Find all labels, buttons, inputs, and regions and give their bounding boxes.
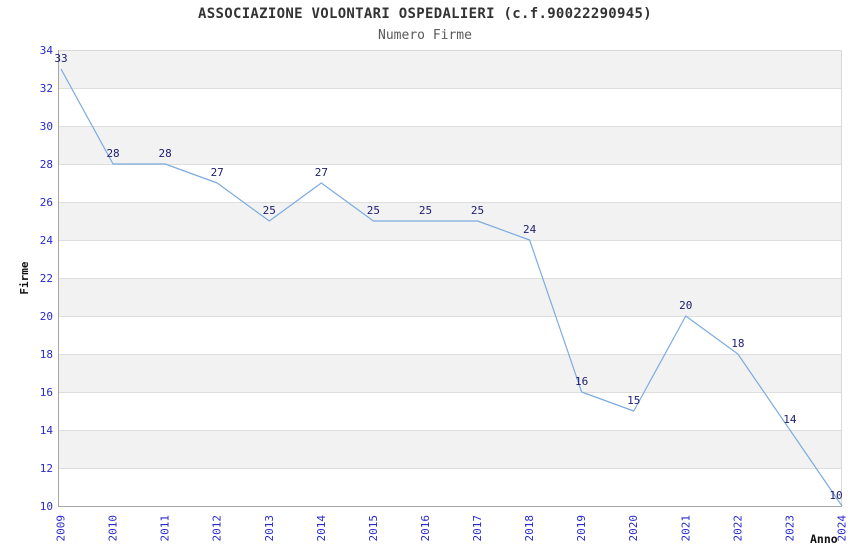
x-tick-label: 2018 [523, 515, 536, 542]
value-label: 16 [575, 375, 588, 388]
x-tick-label: 2009 [55, 515, 68, 542]
y-tick-label: 18 [40, 348, 53, 361]
data-line [60, 68, 843, 507]
value-label: 24 [523, 223, 537, 236]
x-tick-label: 2019 [575, 515, 588, 542]
value-label: 15 [627, 394, 640, 407]
chart-title: ASSOCIAZIONE VOLONTARI OSPEDALIERI (c.f.… [198, 6, 652, 22]
grid-band [58, 430, 841, 468]
value-label: 27 [211, 166, 224, 179]
y-tick-label: 24 [40, 234, 54, 247]
y-tick-label: 28 [40, 158, 53, 171]
x-tick-label: 2021 [679, 515, 692, 542]
x-tick-label: 2023 [783, 515, 796, 542]
y-tick-label: 32 [40, 82, 53, 95]
value-label: 27 [315, 166, 328, 179]
x-tick-label: 2013 [263, 515, 276, 542]
value-label: 18 [731, 337, 744, 350]
x-tick-label: 2014 [315, 515, 328, 542]
x-tick-label: 2024 [836, 515, 849, 542]
y-tick-label: 14 [40, 424, 54, 437]
grid-band [58, 354, 841, 392]
grid-band [58, 240, 841, 278]
x-tick-label: 2011 [159, 515, 172, 542]
grid-band [58, 316, 841, 354]
value-label: 25 [419, 204, 432, 217]
x-tick-label: 2015 [367, 515, 380, 542]
y-tick-label: 20 [40, 310, 53, 323]
grid-band [58, 278, 841, 316]
grid-band [58, 392, 841, 430]
y-tick-label: 16 [40, 386, 53, 399]
x-tick-label: 2010 [107, 515, 120, 542]
value-label: 20 [679, 299, 692, 312]
value-label: 14 [783, 413, 797, 426]
x-tick-label: 2016 [419, 515, 432, 542]
value-label: 28 [106, 147, 119, 160]
x-tick-label: 2020 [627, 515, 640, 542]
y-tick-label: 10 [40, 500, 53, 513]
value-label: 28 [159, 147, 172, 160]
grid-band [58, 468, 841, 506]
x-tick-label: 2012 [211, 515, 224, 542]
y-tick-label: 34 [40, 44, 54, 57]
grid-band [58, 126, 841, 164]
x-tick-label: 2022 [731, 515, 744, 542]
x-axis-title: Anno [810, 532, 838, 546]
chart-subtitle: Numero Firme [378, 28, 472, 43]
grid-band [58, 50, 841, 88]
y-tick-label: 12 [40, 462, 53, 475]
x-tick-label: 2017 [471, 515, 484, 542]
y-tick-label: 22 [40, 272, 53, 285]
value-label: 25 [471, 204, 484, 217]
value-label: 25 [367, 204, 380, 217]
grid-band [58, 88, 841, 126]
value-label: 10 [829, 489, 842, 502]
value-label: 25 [263, 204, 276, 217]
y-tick-label: 30 [40, 120, 53, 133]
y-tick-label: 26 [40, 196, 53, 209]
value-label: 33 [54, 52, 67, 65]
grid-band [58, 164, 841, 202]
